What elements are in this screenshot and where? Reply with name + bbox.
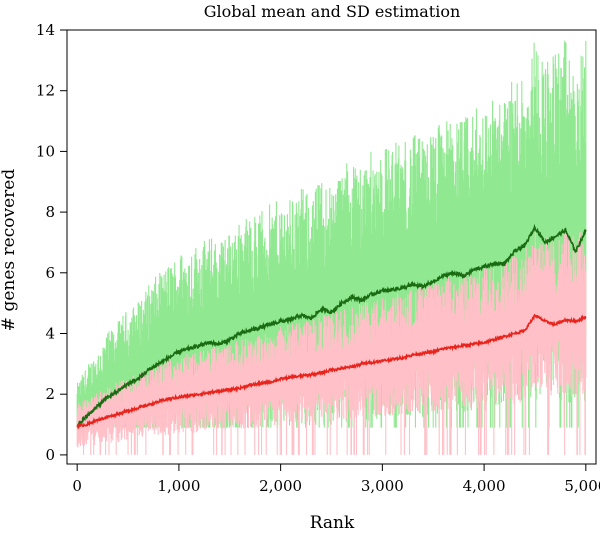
x-axis-ticks: 0 1,000 2,000 3,000 4,000 5,000: [72, 464, 600, 495]
x-tick-label: 1,000: [157, 477, 200, 495]
y-axis-label: # genes recovered: [0, 169, 19, 332]
y-tick-label: 6: [45, 264, 55, 282]
y-tick-label: 0: [45, 446, 55, 464]
y-tick-label: 8: [45, 203, 55, 221]
y-tick-label: 2: [45, 385, 55, 403]
band-2: [76, 225, 587, 455]
y-tick-label: 14: [36, 21, 55, 39]
y-tick-label: 10: [36, 142, 55, 160]
y-axis-ticks: 0 2 4 6 8 10 12 14: [36, 21, 67, 464]
axes: [66, 29, 597, 465]
plot-frame: [66, 29, 597, 465]
x-axis-label: Rank: [310, 513, 355, 533]
x-tick-label: 3,000: [361, 477, 404, 495]
x-tick-label: 4,000: [463, 477, 506, 495]
series-line-2: [76, 313, 587, 430]
plot-area: [76, 40, 587, 455]
y-tick-label: 12: [36, 82, 55, 100]
x-tick-label: 5,000: [564, 477, 600, 495]
series-line-1: [76, 223, 587, 427]
chart-title: Global mean and SD estimation: [204, 2, 461, 21]
y-tick-label: 4: [45, 324, 55, 342]
x-tick-label: 0: [72, 477, 82, 495]
x-tick-label: 2,000: [259, 477, 302, 495]
